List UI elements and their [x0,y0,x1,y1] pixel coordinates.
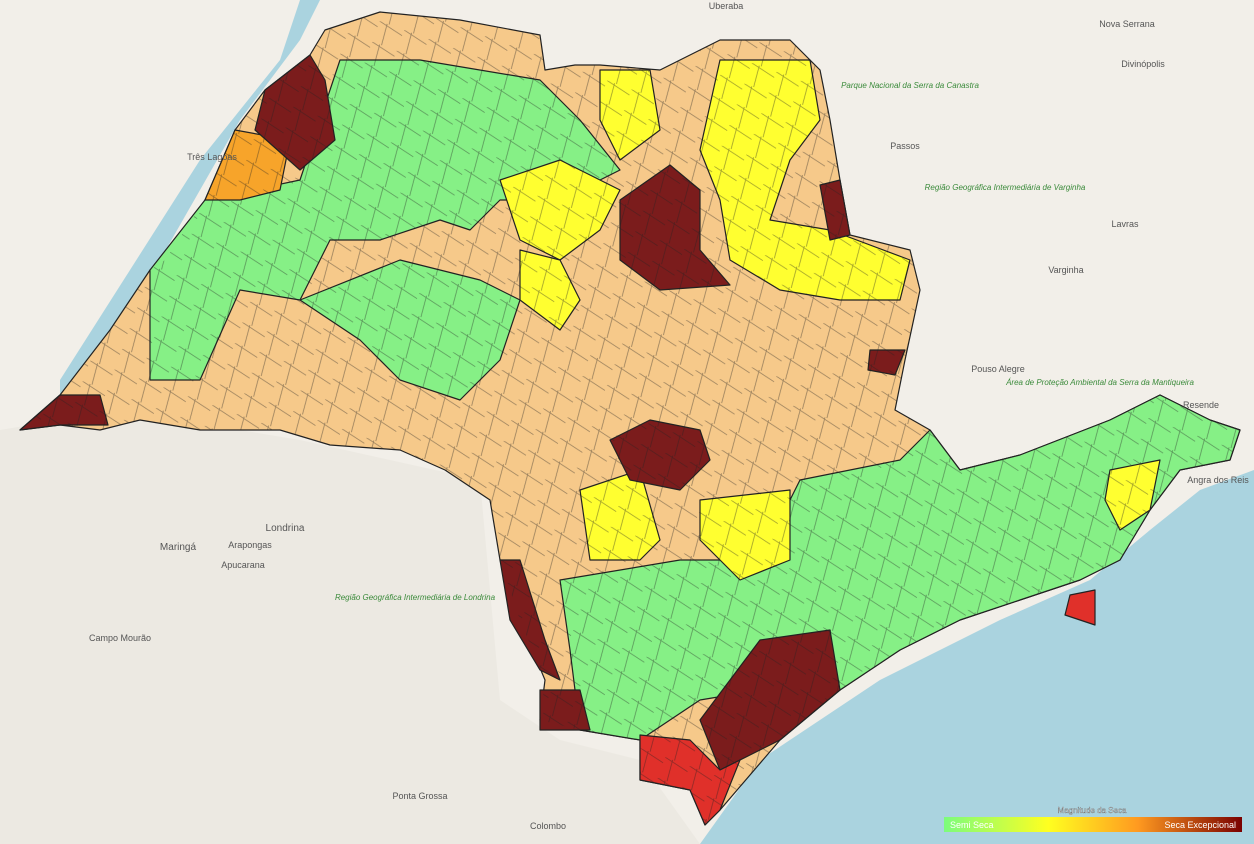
place-label: Resende [1183,400,1219,410]
place-label: Passos [890,141,920,151]
place-label: Nova Serrana [1099,19,1155,29]
place-label: Maringá [160,542,197,553]
place-label: Colombo [530,821,566,831]
place-label: Lavras [1111,219,1139,229]
region-label: Região Geográfica Intermediária de Londr… [335,593,496,602]
region-red [1064,589,1096,626]
legend-gradient [944,817,1242,832]
legend-max-label: Seca Excepcional [1164,820,1236,830]
place-label: Arapongas [228,540,272,550]
place-label: Três Lagoas [187,152,237,162]
place-label: Uberaba [709,1,744,11]
legend: Magnitude da Seca Semi Seca Seca Excepci… [944,806,1242,832]
legend-min-label: Semi Seca [950,820,994,830]
park-label: Área de Proteção Ambiental da Serra da M… [1005,378,1194,387]
region-label: Região Geográfica Intermediária de Vargi… [925,183,1086,192]
parana [0,410,700,844]
place-label: Varginha [1048,265,1083,275]
river [60,0,320,400]
place-labels: Uberaba Nova Serrana Divinópolis Três La… [89,1,1249,831]
place-label: Campo Mourão [89,633,151,643]
park-label: Parque Nacional da Serra da Canastra [841,81,979,90]
place-label: Angra dos Reis [1187,475,1249,485]
place-label: Ponta Grossa [392,791,447,801]
place-label: Londrina [266,523,305,534]
place-label: Divinópolis [1121,59,1165,69]
place-label: Apucarana [221,560,265,570]
place-label: Pouso Alegre [971,364,1025,374]
ocean [700,470,1254,844]
legend-title: Magnitude da Seca [1058,806,1127,815]
